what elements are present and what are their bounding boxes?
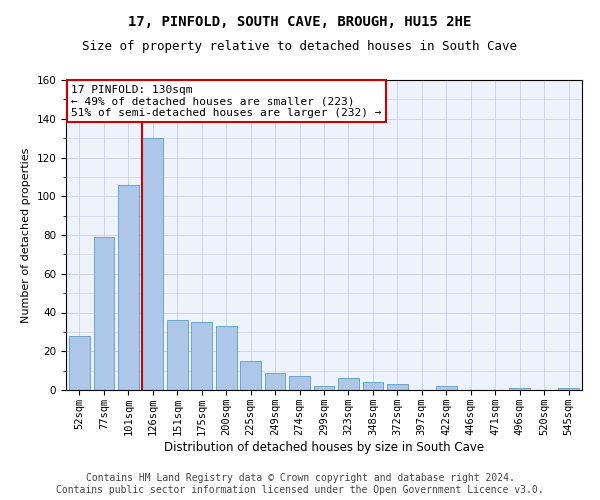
Bar — [142, 138, 163, 390]
Text: 17, PINFOLD, SOUTH CAVE, BROUGH, HU15 2HE: 17, PINFOLD, SOUTH CAVE, BROUGH, HU15 2H… — [128, 15, 472, 29]
Y-axis label: Number of detached properties: Number of detached properties — [21, 148, 31, 322]
Bar — [191, 322, 212, 390]
Bar — [362, 382, 383, 390]
Bar — [289, 376, 310, 390]
Bar — [265, 372, 286, 390]
Bar — [118, 184, 139, 390]
Bar — [338, 378, 359, 390]
Bar — [240, 361, 261, 390]
Bar — [314, 386, 334, 390]
Bar — [216, 326, 236, 390]
X-axis label: Distribution of detached houses by size in South Cave: Distribution of detached houses by size … — [164, 440, 484, 454]
Bar — [167, 320, 188, 390]
Bar — [94, 237, 114, 390]
Bar — [509, 388, 530, 390]
Text: Size of property relative to detached houses in South Cave: Size of property relative to detached ho… — [83, 40, 517, 53]
Bar — [69, 336, 90, 390]
Bar — [387, 384, 408, 390]
Bar — [436, 386, 457, 390]
Text: 17 PINFOLD: 130sqm
← 49% of detached houses are smaller (223)
51% of semi-detach: 17 PINFOLD: 130sqm ← 49% of detached hou… — [71, 84, 382, 118]
Bar — [558, 388, 579, 390]
Text: Contains HM Land Registry data © Crown copyright and database right 2024.
Contai: Contains HM Land Registry data © Crown c… — [56, 474, 544, 495]
